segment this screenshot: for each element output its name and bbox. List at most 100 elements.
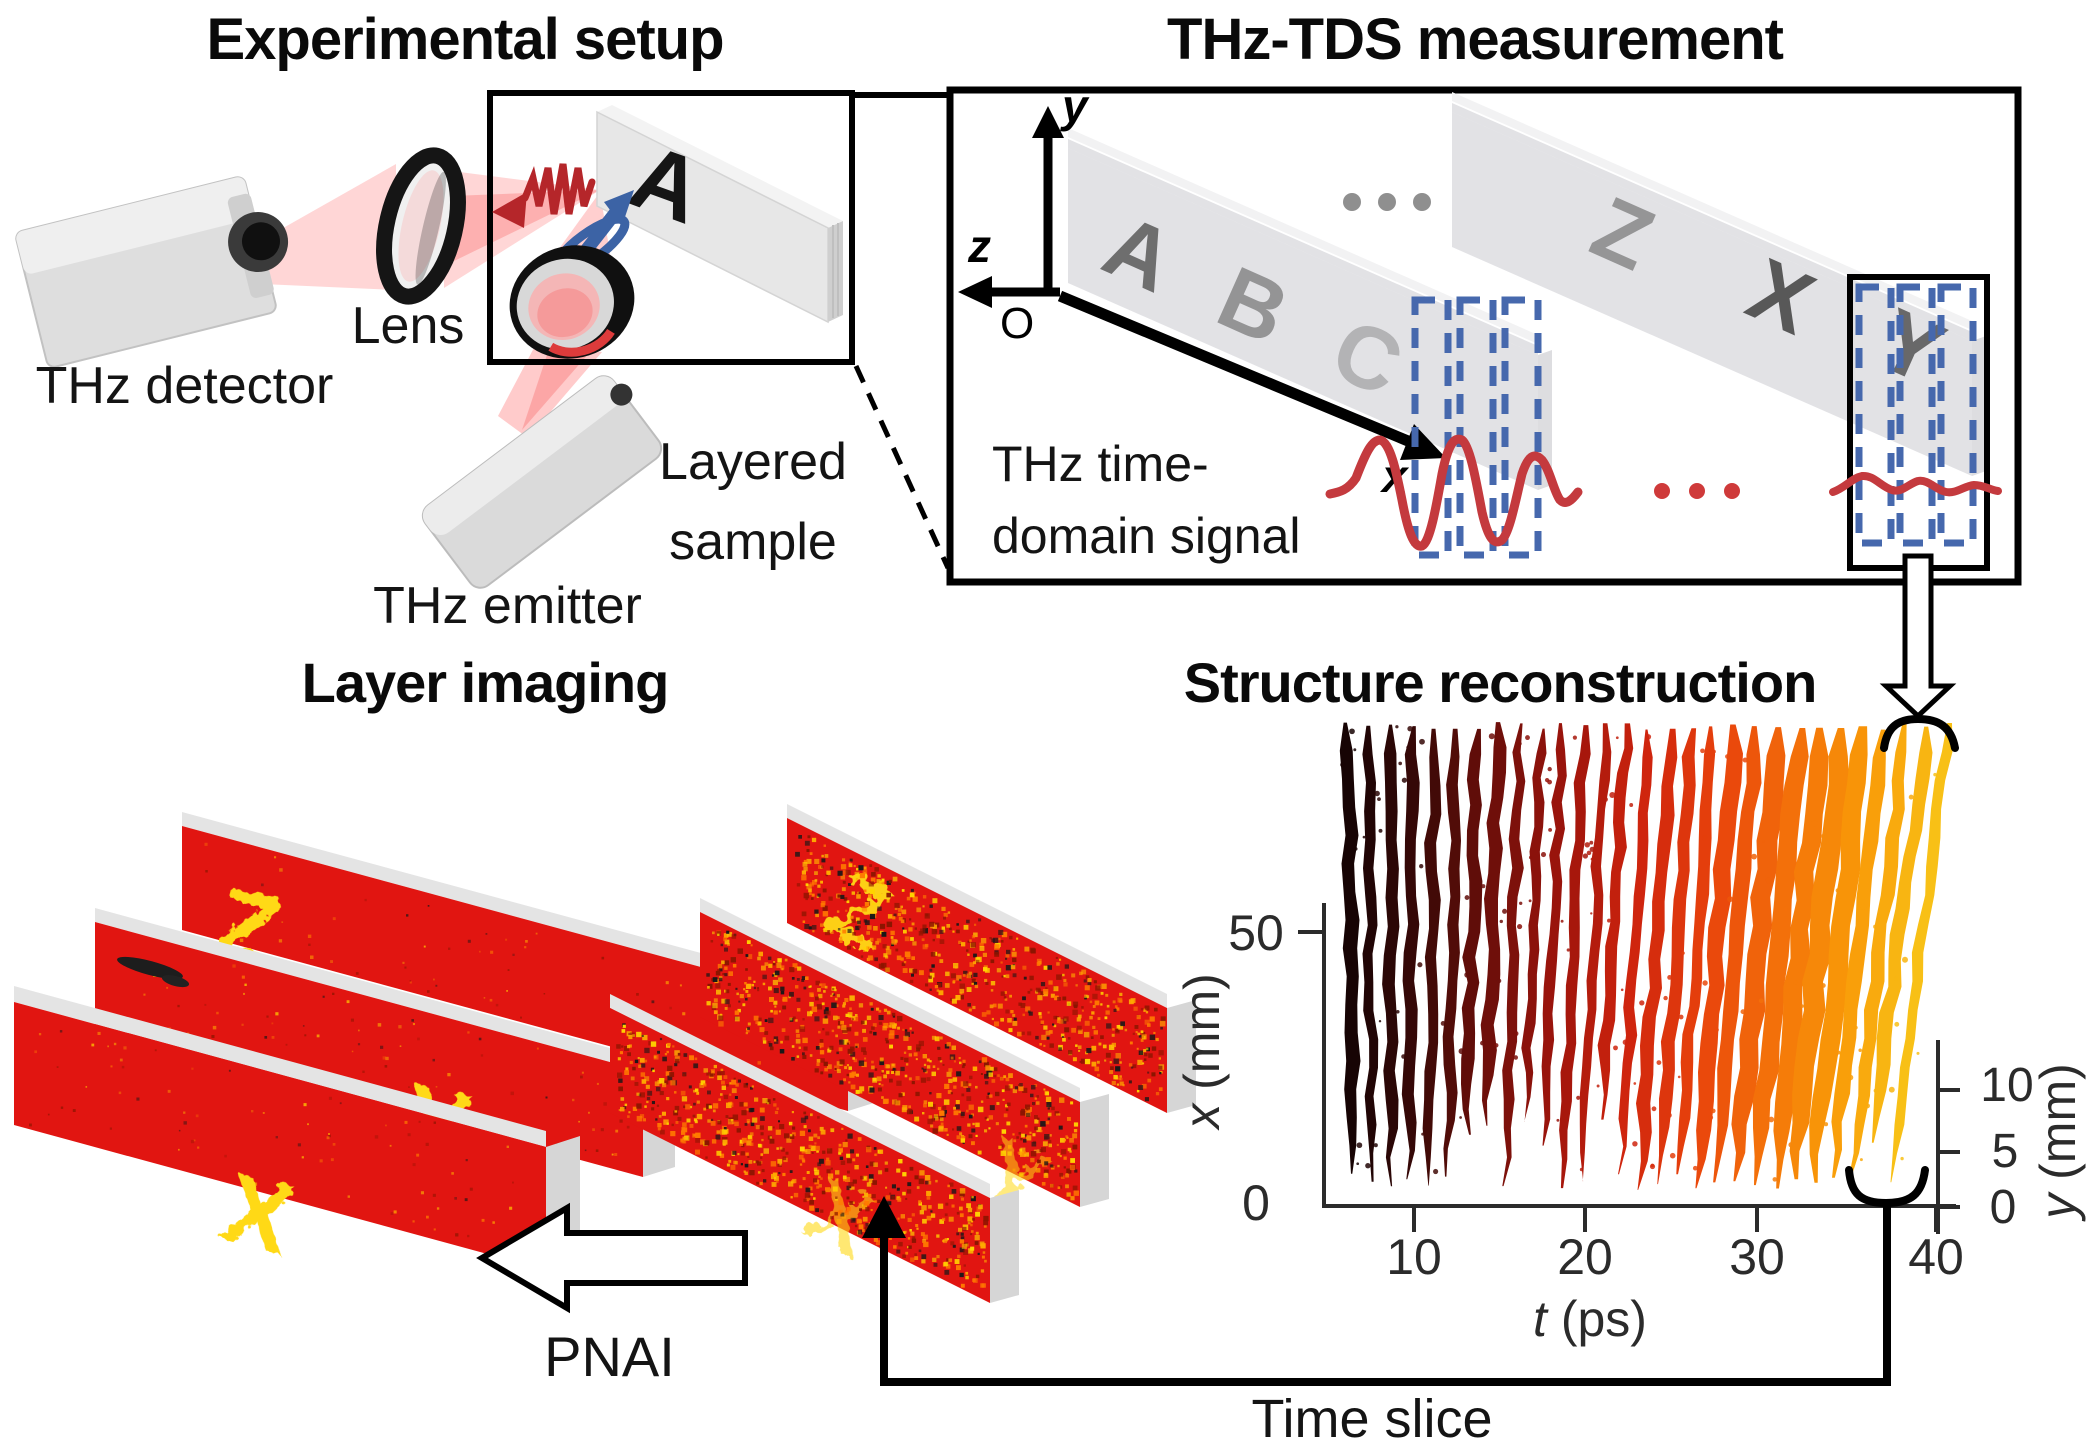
stripe-speckle xyxy=(1348,961,1353,966)
slab1-layer-strip xyxy=(1068,128,1538,344)
stripe-speckle xyxy=(1836,1050,1841,1055)
pnai-arrow-icon xyxy=(476,1202,748,1314)
stripe-speckle xyxy=(1666,803,1672,809)
label-layered: Layered xyxy=(659,433,847,491)
stripe-speckle xyxy=(1373,1143,1378,1148)
x-mm-tick-label-0: 0 xyxy=(1242,1175,1270,1231)
dashed-boxes-group1 xyxy=(1411,296,1542,559)
x-mm-axis-unit: (mm) xyxy=(1174,973,1230,1104)
clean-front-top-edge xyxy=(14,986,546,1147)
stripe-speckle xyxy=(1727,896,1734,903)
stripe xyxy=(1541,723,1567,1146)
slab2-front-face xyxy=(1452,112,1972,476)
y-axis-label: y xyxy=(1060,80,1090,132)
stripe-speckle xyxy=(1401,777,1408,783)
stripe-speckle xyxy=(1768,1116,1775,1123)
stripe-speckle xyxy=(1904,914,1908,918)
noisy-mid-top-edge xyxy=(700,898,1080,1102)
stripe-speckle xyxy=(1842,831,1845,835)
red-pulse-arrowhead xyxy=(492,192,527,228)
stripe-speckle xyxy=(1860,903,1867,910)
stripe-speckle xyxy=(1566,948,1570,952)
mirror-glow-core xyxy=(537,288,593,338)
waveform-small xyxy=(1829,471,2002,497)
stripe-speckle xyxy=(1596,1084,1600,1088)
stripe-speckle xyxy=(1873,1088,1879,1094)
stripe-speckle xyxy=(1620,988,1624,992)
stripe-speckle xyxy=(1811,820,1818,827)
stripe-speckle xyxy=(1736,892,1740,896)
stripe-speckle xyxy=(1444,1045,1451,1052)
noisy-front-speckles xyxy=(616,1023,989,1288)
dashed-boxes-group2 xyxy=(1855,283,1977,547)
mirror-red-rim xyxy=(548,328,615,357)
z-axis-label: z xyxy=(967,220,991,272)
clean-mid-face xyxy=(95,922,643,1177)
label-thz-time: THz time- xyxy=(992,436,1209,492)
stripe-speckle xyxy=(1677,1075,1681,1079)
stripe-speckle xyxy=(1893,976,1899,982)
stripe-speckle xyxy=(1819,1101,1826,1108)
stripe-speckle xyxy=(1464,972,1470,978)
stripe-speckle xyxy=(1576,1095,1581,1100)
stripe-speckle xyxy=(1656,1060,1662,1065)
stripe-speckle xyxy=(1362,835,1366,839)
stripe-speckle xyxy=(1419,864,1424,869)
stripe-speckle xyxy=(1407,725,1413,732)
stripe-speckle xyxy=(1480,1040,1485,1046)
stripe xyxy=(1382,724,1400,1187)
layer-imaging-panel: Z Y X Z xyxy=(14,804,1196,1303)
stripe-speckle xyxy=(1902,956,1908,963)
slab2-layer-strip xyxy=(1452,103,1972,341)
stripe-speckle xyxy=(1488,733,1495,740)
stripe-speckle xyxy=(1792,821,1799,827)
stripe-speckle xyxy=(1528,899,1532,903)
stripe xyxy=(1871,726,1933,1143)
label-layered-sample: Layered sample xyxy=(628,422,878,582)
stripe-speckle xyxy=(1560,919,1564,923)
stripe-speckle xyxy=(1572,735,1577,740)
slab1-front-face xyxy=(1068,148,1538,490)
stripe-speckle xyxy=(1633,1082,1637,1085)
stripe-speckle xyxy=(1663,995,1668,1001)
stripe-speckle xyxy=(1449,793,1454,798)
stripe-speckle xyxy=(1900,1156,1904,1161)
stripe-speckle xyxy=(1854,1025,1858,1030)
time-slice-bracket-bottom xyxy=(1845,1166,1929,1208)
stripe xyxy=(1752,728,1809,1186)
stripe-speckle xyxy=(1800,1004,1805,1008)
stripe-field xyxy=(1339,722,1953,1190)
stripe-speckle xyxy=(1751,853,1758,860)
stripe xyxy=(1401,726,1420,1180)
stripe-speckle xyxy=(1888,1086,1895,1093)
stripe-speckle xyxy=(1388,825,1394,831)
mirror-icon xyxy=(509,245,635,359)
stripe-speckle xyxy=(1639,1000,1645,1006)
stripe-speckle xyxy=(1840,1107,1844,1111)
stripe-speckle xyxy=(1518,741,1522,746)
stripe xyxy=(1339,722,1361,1174)
stripe-speckle xyxy=(1547,766,1552,772)
beam-mirror-to-emitter xyxy=(498,344,602,438)
stripe-speckle xyxy=(1823,1122,1829,1127)
stripe-speckle xyxy=(1772,1177,1778,1182)
waveform-large xyxy=(1325,434,1583,551)
stripe-speckle xyxy=(1395,725,1399,729)
tds-box-outline xyxy=(946,86,2022,586)
t-tick-label-40: 40 xyxy=(1908,1229,1964,1285)
stripe-speckle xyxy=(1586,850,1592,856)
red-pulse-icon xyxy=(521,163,596,215)
box-connector-dashed xyxy=(853,364,951,570)
stripe-speckle xyxy=(1378,828,1383,833)
stripe-speckle xyxy=(1499,919,1503,924)
stripe-speckle xyxy=(1589,840,1594,845)
stripe-speckle xyxy=(1353,748,1357,752)
lens-ring xyxy=(376,147,466,305)
stripe-speckle xyxy=(1681,951,1685,955)
stripe-speckle xyxy=(1847,1074,1854,1081)
z-axis-arrowhead-icon xyxy=(958,276,992,308)
stripe-speckle xyxy=(1783,907,1788,911)
lens-icon xyxy=(376,147,466,305)
stripe-speckle xyxy=(1406,745,1411,750)
stripe-speckle xyxy=(1603,797,1608,802)
